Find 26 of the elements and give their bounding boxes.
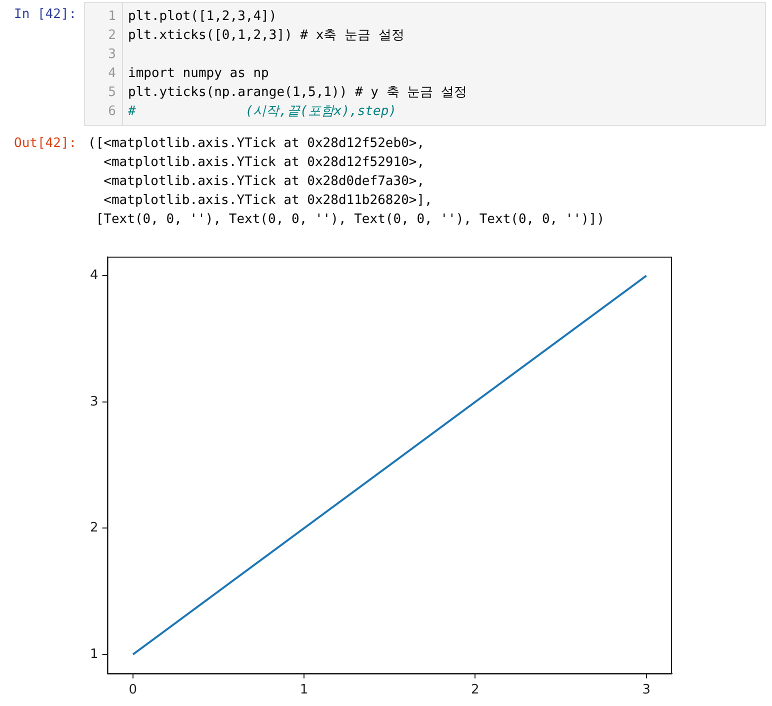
text: import numpy as np — [128, 65, 269, 83]
y-tick-label: 4 — [90, 268, 98, 284]
text: 6 — [107, 103, 116, 121]
y-tick-label: 2 — [90, 520, 98, 536]
text: 4 — [107, 65, 116, 83]
text: ([<matplotlib.axis.YTick at 0x28d12f52eb0>, — [88, 135, 425, 153]
y-tick-label: 1 — [90, 646, 98, 662]
text: 2 — [107, 27, 116, 45]
x-tick-label: 2 — [471, 682, 480, 698]
text: <matplotlib.axis.YTick at 0x28d12f52910>, — [102, 154, 425, 172]
text: plt.xticks([0,1,2,3]) # x축 눈금 설정 — [128, 27, 404, 45]
text: plt.yticks(np.arange(1,5,1)) # y 축 눈금 설정 — [128, 84, 467, 102]
text: [Text(0, 0, ''), Text(0, 0, ''), Text(0, 0, ''), Text(0, 0, '')]) — [94, 211, 605, 229]
text: Out[42]: — [14, 135, 77, 153]
text: 5 — [107, 84, 116, 102]
x-tick-label: 0 — [128, 682, 138, 698]
text: <matplotlib.axis.YTick at 0x28d11b26820>], — [102, 192, 432, 210]
text: 3 — [107, 46, 116, 64]
text: <matplotlib.axis.YTick at 0x28d0def7a30>, — [102, 173, 425, 191]
text: 1 — [107, 8, 116, 26]
x-tick-label: 1 — [300, 682, 308, 698]
text: In [42]: — [14, 6, 77, 24]
y-tick-label: 3 — [90, 394, 98, 410]
text: plt.plot([1,2,3,4]) — [128, 8, 277, 26]
text: # (시작,끝(포함x),step) — [128, 103, 396, 121]
x-tick-label: 3 — [642, 682, 650, 698]
